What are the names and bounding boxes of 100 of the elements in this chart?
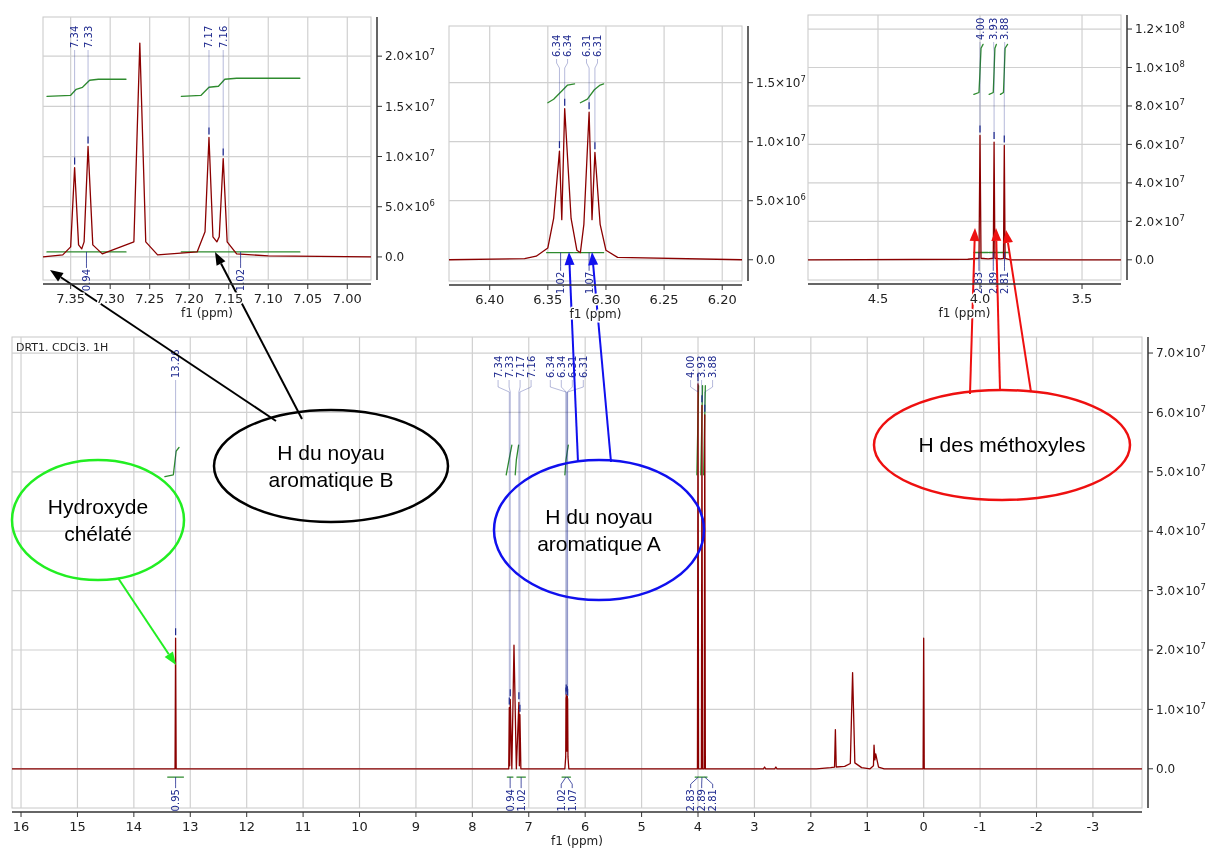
annotation: 7.34 [492, 355, 504, 378]
annotation: H du noyau aromatique A [537, 505, 661, 555]
x-tick-label: 7.30 [95, 291, 125, 306]
x-tick-label: 7.35 [56, 291, 86, 306]
annotation: 13.26 [170, 349, 182, 378]
x-tick-label: 16 [12, 819, 30, 834]
y-tick-label: 0.0 [756, 252, 776, 267]
annotation: 7.34 [69, 25, 81, 48]
x-tick-label: 1 [863, 819, 872, 834]
y-tick-label: 0.0 [385, 250, 405, 265]
line-series [808, 134, 1121, 261]
chart-title: DRT1. CDCl3. 1H [16, 341, 109, 354]
y-tick-label: 7.0×10$^{7}$ [1156, 344, 1206, 361]
x-tick-label: 11 [294, 819, 312, 834]
x-axis-title: f1 (ppm) [551, 834, 603, 848]
y-tick-label: 2.0×10$^{7}$ [1135, 212, 1185, 229]
y-tick-label: 0.0 [1156, 762, 1176, 776]
x-tick-label: -3 [1086, 819, 1100, 834]
x-tick-label: 12 [238, 819, 255, 834]
y-tick-label: 4.0×10$^{7}$ [1156, 522, 1206, 539]
annotation: 7.16 [217, 25, 229, 48]
annotation: 2.83 [973, 271, 985, 295]
annotation: 2.89 [696, 789, 708, 812]
y-tick-label: 5.0×10$^{6}$ [756, 191, 806, 208]
x-tick-label: 3.5 [1071, 291, 1093, 306]
x-tick-label: 6 [581, 819, 590, 834]
y-tick-label: 1.0×10$^{8}$ [1135, 58, 1185, 75]
annotation: 7.17 [203, 25, 215, 48]
x-tick-label: 13 [182, 819, 199, 834]
annotation: 4.00 [974, 17, 986, 40]
x-tick-label: 7.10 [253, 291, 283, 306]
x-tick-label: -1 [973, 819, 987, 834]
annotation: 0.95 [170, 789, 182, 812]
annotation: 0.94 [80, 268, 92, 292]
x-tick-label: 14 [125, 819, 143, 834]
annotation: 2.81 [998, 271, 1010, 295]
y-tick-label: 2.0×10$^{7}$ [1156, 641, 1206, 658]
y-tick-label: 1.0×10$^{7}$ [756, 132, 806, 149]
annotation: 1.07 [566, 789, 578, 812]
x-tick-label: 7.20 [174, 291, 204, 306]
annotation: H des méthoxyles [918, 433, 1086, 456]
x-tick-label: 4 [693, 819, 703, 834]
annotation: 1.02 [555, 271, 567, 295]
y-tick-label: 1.0×10$^{7}$ [1156, 700, 1206, 717]
annotation: H du noyau aromatique B [268, 441, 394, 491]
annotation: 6.34 [551, 34, 563, 57]
x-tick-label: -2 [1030, 819, 1043, 834]
x-tick-label: 4.5 [867, 291, 889, 306]
annotation: 3.93 [988, 17, 1000, 40]
x-tick-label: 6.40 [475, 292, 505, 307]
x-tick-label: 9 [411, 819, 421, 834]
annotation: 0.94 [504, 789, 516, 812]
annotation: 3.88 [707, 355, 719, 378]
y-tick-label: 2.0×10$^{7}$ [385, 47, 435, 64]
x-tick-label: 10 [351, 819, 368, 834]
x-tick-label: 7.05 [293, 291, 323, 306]
y-tick-label: 3.0×10$^{7}$ [1156, 581, 1206, 598]
annotation: 1.02 [555, 789, 567, 812]
y-tick-label: 5.0×10$^{6}$ [385, 197, 435, 214]
x-axis-title: f1 (ppm) [181, 306, 233, 320]
annotation: Hydroxyde chélaté [47, 495, 149, 545]
x-tick-label: 5 [637, 819, 646, 834]
x-tick-label: 3 [750, 819, 759, 834]
x-tick-label: 15 [69, 819, 86, 834]
x-tick-label: 6.25 [649, 292, 679, 307]
annotation: 6.31 [577, 355, 589, 378]
annotation: 2.83 [685, 789, 697, 812]
y-tick-label: 1.5×10$^{7}$ [756, 73, 806, 90]
annotation: 2.81 [707, 789, 719, 812]
y-tick-label: 1.2×10$^{8}$ [1135, 20, 1185, 37]
annotation: 1.07 [583, 271, 595, 295]
x-tick-label: 6.20 [707, 292, 737, 307]
y-tick-label: 6.0×10$^{7}$ [1135, 135, 1185, 152]
y-tick-label: 0.0 [1135, 253, 1155, 268]
y-tick-label: 6.0×10$^{7}$ [1156, 403, 1206, 420]
line-series [12, 383, 1142, 770]
annotation: 6.34 [562, 34, 574, 57]
x-tick-label: 7 [524, 819, 533, 834]
annotation: 1.02 [515, 789, 527, 812]
annotation: 6.34 [544, 355, 556, 378]
x-tick-label: 0 [919, 819, 928, 834]
y-tick-label: 4.0×10$^{7}$ [1135, 174, 1185, 191]
y-tick-label: 1.0×10$^{7}$ [385, 147, 435, 164]
x-tick-label: 2 [806, 819, 815, 834]
annotation: 7.16 [525, 355, 537, 378]
annotation: 7.33 [82, 25, 94, 48]
y-tick-label: 1.5×10$^{7}$ [385, 97, 435, 114]
x-tick-label: 8 [468, 819, 477, 834]
annotation: 6.34 [555, 355, 567, 378]
annotation: 7.33 [503, 355, 515, 378]
y-tick-label: 5.0×10$^{7}$ [1156, 463, 1206, 480]
annotation: 2.89 [987, 271, 999, 295]
annotation: 6.31 [581, 34, 593, 57]
x-tick-label: 7.00 [332, 291, 362, 306]
annotation: 3.93 [696, 355, 708, 378]
y-tick-label: 8.0×10$^{7}$ [1135, 97, 1185, 114]
annotation: 1.02 [235, 268, 247, 292]
annotation: 4.00 [685, 355, 697, 378]
annotation: 3.88 [999, 17, 1011, 40]
annotation: 7.17 [514, 355, 526, 378]
